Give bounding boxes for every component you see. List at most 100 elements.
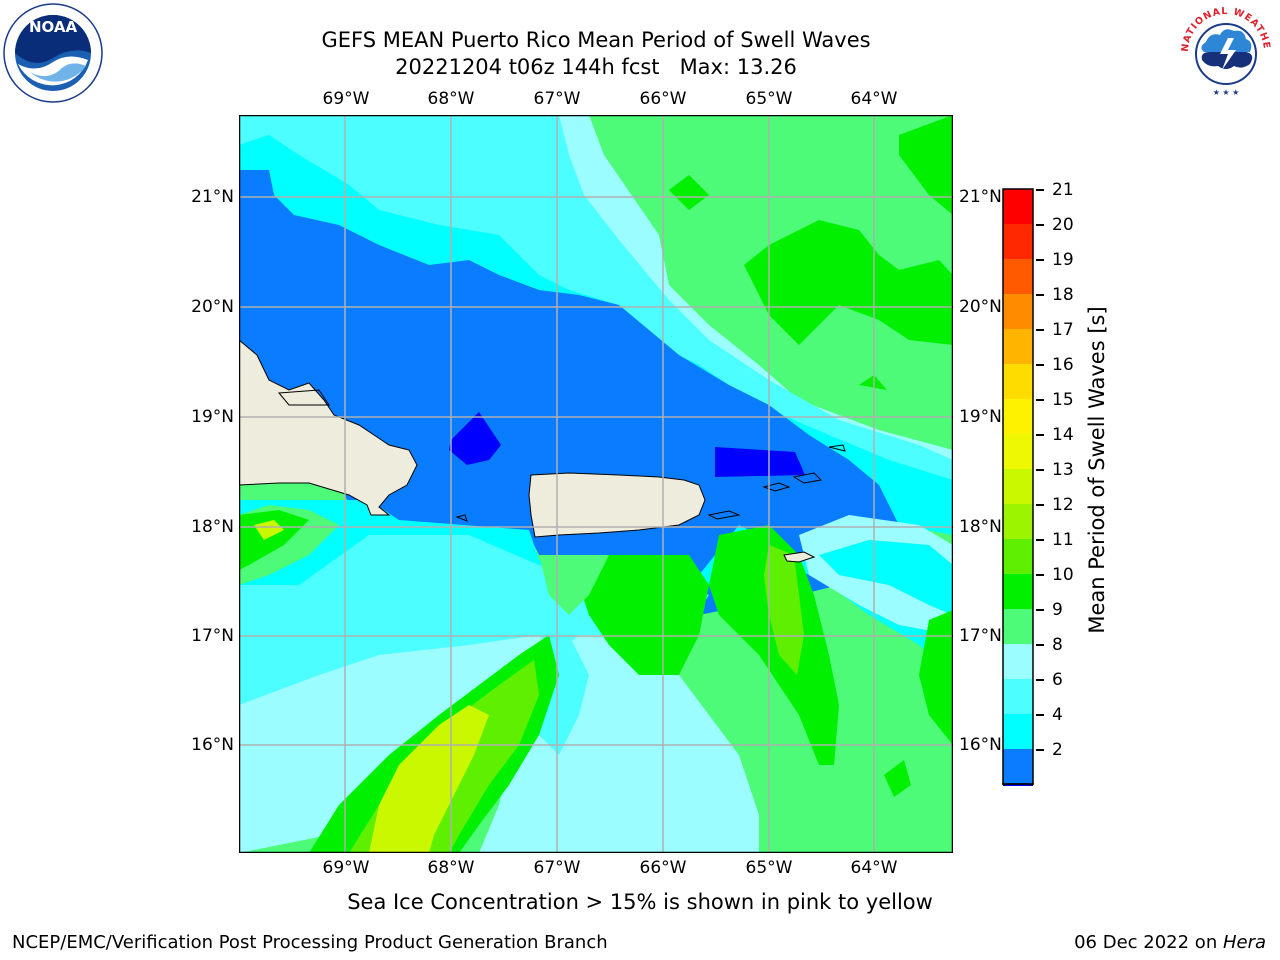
swell-period-map [239,115,953,853]
map-grid [239,115,953,853]
lat-label-right: 16°N [959,735,1002,755]
lon-label-bottom: 65°W [745,858,793,878]
lat-label-right: 17°N [959,626,1002,646]
lat-label-left: 16°N [191,735,234,755]
lon-label-top: 68°W [427,89,475,109]
field-green-east-edge [919,610,953,745]
colorbar-tick-label: 11 [1052,530,1074,550]
land-cayman-like-islet [783,551,816,563]
colorbar-label: Mean Period of Swell Waves [s] [1085,306,1109,634]
colorbar-tick-label: 13 [1052,460,1074,480]
colorbar-tick-mark [1036,434,1044,436]
land-islet [828,444,846,452]
colorbar-band [1003,329,1033,364]
colorbar-band [1003,189,1033,224]
lat-label-left: 18°N [191,517,234,537]
footer-date-text: 06 Dec 2022 on [1074,932,1223,953]
colorbar-tick-mark [1036,574,1044,576]
lat-label-left: 17°N [191,626,234,646]
lon-label-top: 66°W [639,89,687,109]
map-caption: Sea Ice Concentration > 15% is shown in … [347,890,933,914]
colorbar-band [1003,259,1033,294]
colorbar-tick-mark [1036,469,1044,471]
colorbar-tick-mark [1036,714,1044,716]
colorbar-tick-mark [1036,399,1044,401]
field-green-southeast [709,525,839,765]
lon-label-top: 64°W [850,89,898,109]
colorbar-tick-label: 18 [1052,285,1074,305]
colorbar-band [1003,644,1033,679]
colorbar-tick-mark [1036,224,1044,226]
lon-label-top: 65°W [745,89,793,109]
colorbar-tick-label: 21 [1052,180,1074,200]
lat-label-right: 18°N [959,517,1002,537]
field-green-northeast [669,175,709,210]
land-islet [792,472,823,484]
lon-label-bottom: 67°W [533,858,581,878]
land-islet [707,510,741,520]
field-green-southeast-patch [884,760,911,797]
field-green-northeast [899,115,953,215]
field-green-northeast [744,220,953,345]
colorbar-tick-mark [1036,504,1044,506]
field-cyan-east [819,540,953,615]
land-islet [762,482,791,492]
lon-label-bottom: 64°W [850,858,898,878]
land-puerto-rico [528,472,706,538]
colorbar-band [1003,294,1033,329]
colorbar-band [1003,609,1033,644]
lon-label-bottom: 69°W [322,858,370,878]
colorbar-band [1003,504,1033,539]
field-bright-green-southeast [764,545,804,675]
colorbar-tick-label: 9 [1052,600,1063,620]
colorbar-band [1003,224,1033,259]
colorbar-band [1003,399,1033,434]
land-islet [455,514,468,522]
colorbar-band [1003,574,1033,609]
colorbar-band [1003,434,1033,469]
colorbar-tick-label: 16 [1052,355,1074,375]
svg-text:★ ★ ★: ★ ★ ★ [1213,88,1240,97]
noaa-logo-text: NOAA [28,18,78,36]
land-islet [277,389,330,406]
lat-label-left: 20°N [191,297,234,317]
colorbar-band [1003,679,1033,714]
colorbar-tick-mark [1036,259,1044,261]
chart-subtitle: 20221204 t06z 144h fcst Max: 13.26 [395,55,797,79]
field-deep-blue-patch [715,447,805,477]
colorbar-tick-label: 20 [1052,215,1074,235]
lon-label-top: 67°W [533,89,581,109]
colorbar-tick-label: 19 [1052,250,1074,270]
colorbar [1000,186,1036,786]
field-blue-ocean [239,170,899,615]
colorbar-tick-mark [1036,609,1044,611]
chart-title: GEFS MEAN Puerto Rico Mean Period of Swe… [321,28,871,52]
colorbar-tick-mark [1036,644,1044,646]
nws-logo-icon: NATIONAL WEATHER SERVICE ★ ★ ★ [1172,0,1276,102]
lat-label-right: 19°N [959,407,1002,427]
colorbar-tick-label: 6 [1052,670,1063,690]
field-green-central [579,555,709,675]
colorbar-tick-mark [1036,539,1044,541]
colorbar-tick-mark [1036,329,1044,331]
footer-host: Hera [1222,932,1266,953]
colorbar-tick-label: 4 [1052,705,1063,725]
colorbar-band [1003,714,1033,749]
lat-label-left: 19°N [191,407,234,427]
lon-label-top: 69°W [322,89,370,109]
colorbar-band [1003,469,1033,504]
colorbar-tick-label: 17 [1052,320,1074,340]
colorbar-tick-mark [1036,679,1044,681]
colorbar-tick-label: 2 [1052,740,1063,760]
lat-label-right: 21°N [959,187,1002,207]
lon-label-bottom: 66°W [639,858,687,878]
colorbar-tick-label: 8 [1052,635,1063,655]
field-green-northeast [859,375,887,390]
field-yellow-green-west [254,520,284,540]
colorbar-band [1003,539,1033,574]
colorbar-tick-label: 15 [1052,390,1074,410]
colorbar-tick-label: 14 [1052,425,1074,445]
colorbar-band [1003,364,1033,399]
colorbar-ticks: 21 20 19 18 17 16 15 14 13 12 11 10 9 8 6 4 2 [1036,180,1080,770]
colorbar-band [1003,749,1033,784]
